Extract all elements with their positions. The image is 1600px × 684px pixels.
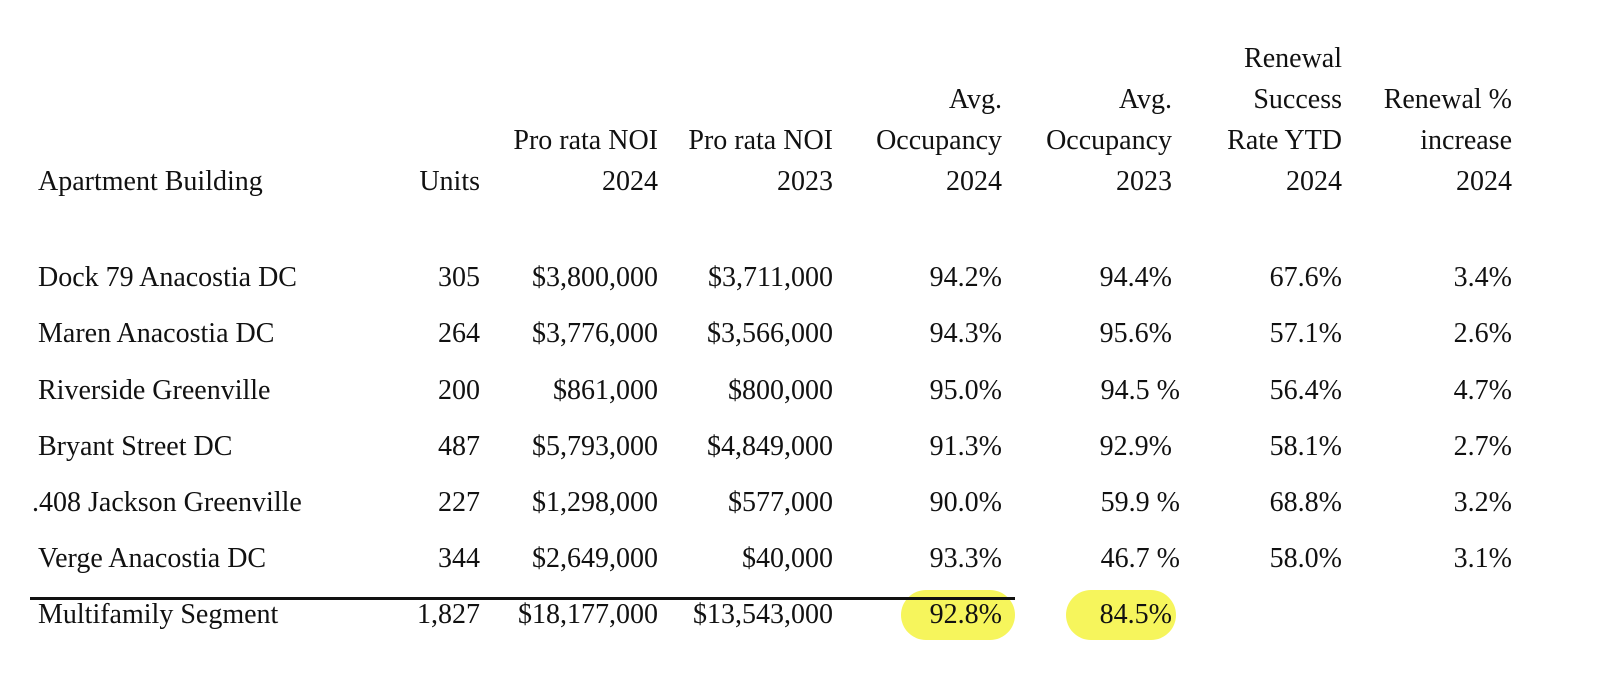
- row-renewal-increase: 4.7%: [1453, 375, 1512, 406]
- row-occupancy-2023: 95.6%: [1099, 318, 1172, 349]
- row-renewal-increase: 2.7%: [1453, 431, 1512, 462]
- row-noi-2023: $3,566,000: [707, 318, 833, 349]
- total-noi-2023: $13,543,000: [693, 599, 833, 630]
- row-occupancy-2024: 95.0%: [929, 375, 1002, 406]
- row-occupancy-2024: 94.2%: [929, 262, 1002, 293]
- row-renewal-success-rate: 58.0%: [1269, 543, 1342, 574]
- row-units: 200: [438, 375, 480, 406]
- row-units: 344: [438, 543, 480, 574]
- row-units: 487: [438, 431, 480, 462]
- row-noi-2024: $2,649,000: [532, 543, 658, 574]
- total-occupancy-2023: 84.5%: [1099, 599, 1172, 630]
- row-building-name: Verge Anacostia DC: [38, 543, 267, 574]
- row-noi-2024: $1,298,000: [532, 487, 658, 518]
- row-renewal-success-rate: 58.1%: [1269, 431, 1342, 462]
- row-noi-2023: $40,000: [742, 543, 833, 574]
- total-noi-2024: $18,177,000: [518, 599, 658, 630]
- row-occupancy-2024: 91.3%: [929, 431, 1002, 462]
- row-building-name: Bryant Street DC: [38, 431, 233, 462]
- row-occupancy-2023: 94.5 %: [1100, 375, 1180, 406]
- row-building-name: .408 Jackson Greenville: [32, 487, 302, 518]
- header-building: Apartment Building: [38, 166, 263, 197]
- total-units: 1,827: [417, 599, 480, 630]
- row-noi-2024: $3,800,000: [532, 262, 658, 293]
- row-renewal-success-rate: 67.6%: [1269, 262, 1342, 293]
- row-units: 264: [438, 318, 480, 349]
- header-noi-2024: Pro rata NOI 2024: [513, 125, 658, 197]
- row-building-name: Riverside Greenville: [38, 375, 271, 406]
- row-noi-2024: $5,793,000: [532, 431, 658, 462]
- row-noi-2023: $4,849,000: [707, 431, 833, 462]
- highlight-occ2023-total: [1066, 590, 1176, 640]
- row-occupancy-2023: 59.9 %: [1100, 487, 1180, 518]
- header-occupancy-2023: Avg. Occupancy 2023: [1046, 84, 1172, 197]
- row-renewal-success-rate: 57.1%: [1269, 318, 1342, 349]
- row-noi-2023: $3,711,000: [708, 262, 833, 293]
- header-occupancy-2024: Avg. Occupancy 2024: [876, 84, 1002, 197]
- row-occupancy-2023: 94.4%: [1099, 262, 1172, 293]
- row-renewal-increase: 3.1%: [1453, 543, 1512, 574]
- row-occupancy-2024: 93.3%: [929, 543, 1002, 574]
- total-building-name: Multifamily Segment: [38, 599, 279, 630]
- header-noi-2023: Pro rata NOI 2023: [688, 125, 833, 197]
- header-renewal-increase: Renewal % increase 2024: [1383, 84, 1512, 197]
- row-renewal-increase: 3.2%: [1453, 487, 1512, 518]
- header-renewal-success-rate: Renewal Success Rate YTD 2024: [1227, 43, 1342, 197]
- row-noi-2023: $800,000: [728, 375, 833, 406]
- row-noi-2023: $577,000: [728, 487, 833, 518]
- row-occupancy-2024: 90.0%: [929, 487, 1002, 518]
- row-occupancy-2023: 92.9%: [1099, 431, 1172, 462]
- row-renewal-success-rate: 68.8%: [1269, 487, 1342, 518]
- row-renewal-increase: 2.6%: [1453, 318, 1512, 349]
- row-occupancy-2023: 46.7 %: [1100, 543, 1180, 574]
- row-noi-2024: $861,000: [553, 375, 658, 406]
- row-renewal-increase: 3.4%: [1453, 262, 1512, 293]
- table-header: Apartment Building Units Pro rata NOI 20…: [0, 38, 1600, 202]
- row-building-name: Maren Anacostia DC: [38, 318, 275, 349]
- row-units: 305: [438, 262, 480, 293]
- row-renewal-success-rate: 56.4%: [1269, 375, 1342, 406]
- total-occupancy-2024: 92.8%: [929, 599, 1002, 630]
- row-building-name: Dock 79 Anacostia DC: [38, 262, 297, 293]
- row-occupancy-2024: 94.3%: [929, 318, 1002, 349]
- header-units: Units: [419, 166, 480, 197]
- row-units: 227: [438, 487, 480, 518]
- row-noi-2024: $3,776,000: [532, 318, 658, 349]
- total-separator-rule: [30, 597, 1015, 600]
